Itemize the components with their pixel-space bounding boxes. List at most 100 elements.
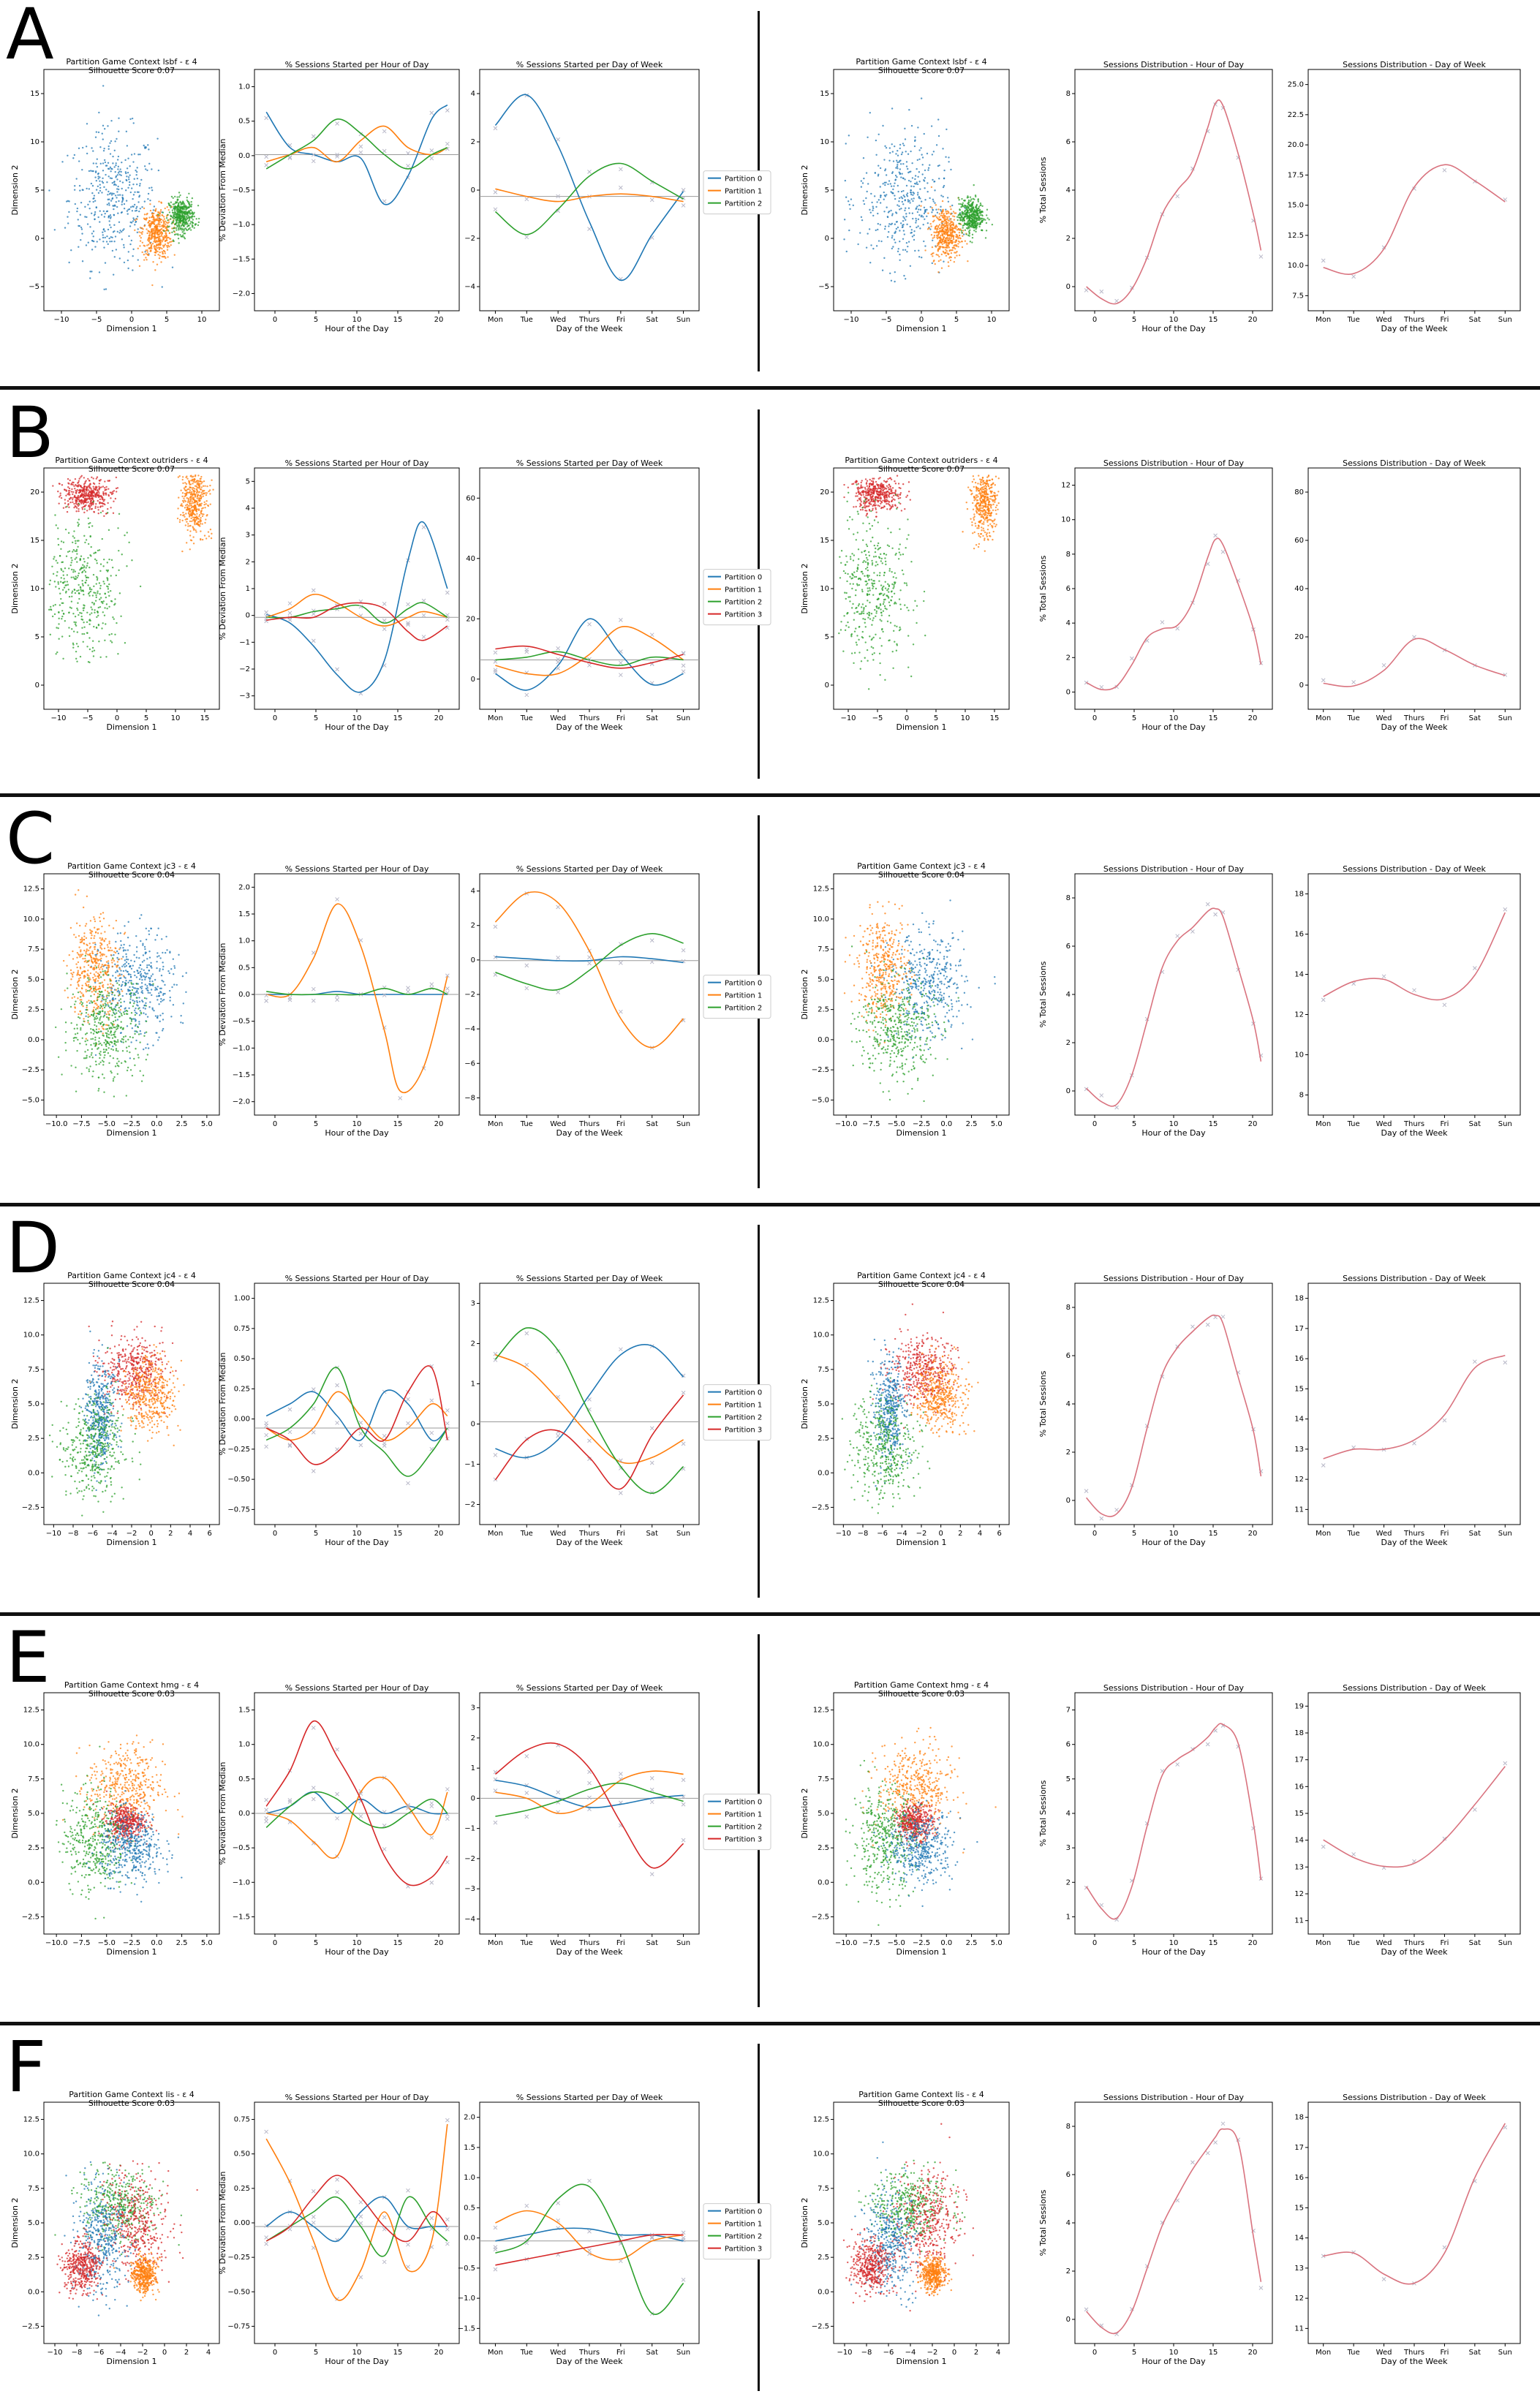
scatter-point	[921, 215, 922, 216]
scatter-point	[113, 181, 115, 182]
scatter-point	[92, 499, 94, 500]
scatter-point	[149, 223, 151, 224]
scatter-point	[72, 613, 74, 614]
scatter-point	[115, 235, 116, 237]
scatter-point	[872, 498, 874, 499]
scatter-point	[866, 246, 867, 248]
scatter-point	[162, 253, 164, 254]
scatter-point	[973, 475, 974, 477]
scatter-point	[956, 254, 957, 256]
series-line-partition-1	[495, 627, 683, 676]
scatter-point	[81, 228, 83, 230]
scatter-point	[945, 129, 947, 130]
scatter-point	[904, 210, 905, 211]
scatter-point	[886, 481, 887, 483]
scatter-point	[922, 164, 924, 165]
scatter-point	[155, 249, 156, 250]
scatter-point	[921, 154, 922, 155]
scatter-point	[896, 160, 897, 162]
row-separator	[0, 386, 1540, 390]
x-tick-label: 0	[273, 714, 277, 722]
scatter-point	[78, 646, 79, 647]
scatter-point	[157, 244, 159, 246]
scatter-point	[70, 249, 72, 251]
scatter-points	[838, 475, 1000, 690]
scatter-point	[899, 254, 900, 255]
scatter-point	[103, 150, 105, 151]
scatter-point	[872, 483, 873, 485]
scatter-point	[880, 196, 881, 197]
scatter-point	[95, 486, 97, 487]
scatter-point	[65, 529, 67, 530]
scatter-point	[948, 261, 949, 263]
scatter-point	[141, 227, 143, 229]
scatter-point	[136, 206, 137, 208]
panel-title: % Sessions Started per Day of Week	[516, 60, 663, 69]
scatter-point	[910, 170, 911, 172]
scatter-point	[69, 606, 71, 608]
scatter-point	[106, 603, 107, 605]
scatter-point	[154, 229, 156, 230]
scatter-point	[91, 233, 93, 234]
scatter-point	[77, 498, 78, 499]
scatter-point	[942, 200, 943, 202]
x-tick-label: Thurs	[1403, 316, 1424, 324]
scatter-point	[916, 227, 917, 228]
scatter-point	[975, 482, 976, 483]
scatter-point	[170, 202, 172, 203]
scatter-point	[81, 233, 83, 234]
scatter-point	[942, 231, 943, 233]
scatter-point	[975, 228, 976, 230]
scatter-point	[83, 535, 85, 537]
scatter-point	[168, 209, 170, 211]
scatter-point	[942, 196, 943, 197]
scatter-point	[79, 477, 80, 479]
scatter-point	[194, 502, 195, 503]
scatter-point	[121, 194, 123, 196]
scatter-point	[72, 482, 73, 483]
scatter-point	[914, 146, 916, 147]
scatter-point	[896, 228, 897, 230]
scatter-point	[167, 242, 168, 243]
scatter-point	[178, 211, 179, 212]
scatter-point	[872, 215, 874, 216]
scatter-point	[60, 548, 61, 550]
scatter-point	[192, 483, 193, 484]
scatter-point	[934, 202, 935, 203]
scatter-point	[875, 515, 877, 517]
scatter-point	[84, 499, 86, 500]
scatter-point	[191, 507, 192, 508]
scatter-point	[102, 502, 103, 504]
scatter-point	[139, 183, 140, 184]
scatter-point	[191, 502, 192, 504]
scatter-point	[908, 481, 910, 483]
scatter-point	[80, 485, 81, 486]
y-tick-label: 5	[35, 186, 39, 194]
scatter-point	[144, 214, 146, 215]
scatter-point	[57, 527, 58, 529]
scatter-point	[64, 499, 66, 500]
scatter-point	[193, 481, 195, 483]
scatter-point	[116, 197, 117, 198]
scatter-point	[77, 485, 78, 486]
scatter-point	[947, 219, 948, 221]
scatter-point	[83, 570, 85, 571]
scatter-point	[104, 615, 105, 616]
scatter-point	[203, 495, 204, 496]
scatter-point	[972, 220, 973, 222]
scatter-point	[156, 231, 158, 233]
scatter-point	[99, 549, 100, 551]
scatter-point	[948, 212, 949, 214]
y-tick-label: 15	[820, 90, 829, 98]
scatter-point	[146, 244, 148, 246]
scatter-point	[53, 556, 55, 557]
scatter-point	[177, 218, 178, 219]
scatter-point	[981, 215, 983, 216]
scatter-point	[95, 172, 97, 173]
scatter-point	[150, 243, 151, 244]
scatter-point	[185, 513, 186, 514]
scatter-point	[904, 128, 905, 129]
x-tick-label: 20	[434, 316, 444, 324]
scatter-point	[869, 510, 870, 511]
